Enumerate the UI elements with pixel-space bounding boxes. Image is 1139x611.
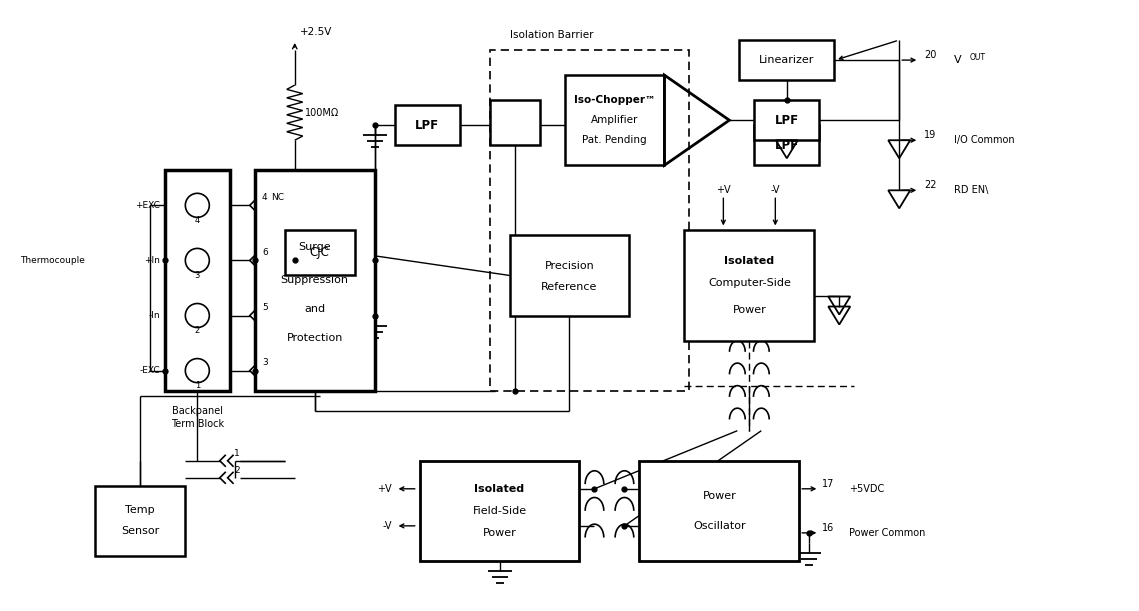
Text: Pat. Pending: Pat. Pending	[582, 135, 647, 145]
Bar	[165, 170, 230, 390]
Text: Backpanel: Backpanel	[172, 406, 223, 415]
Text: LPF: LPF	[775, 114, 798, 126]
Text: NC: NC	[271, 193, 285, 202]
Text: Amplifier: Amplifier	[591, 115, 638, 125]
Text: 1: 1	[233, 449, 239, 458]
Text: Precision: Precision	[544, 261, 595, 271]
Text: -In: -In	[148, 311, 159, 320]
Text: Computer-Side: Computer-Side	[708, 278, 790, 288]
Text: Protection: Protection	[287, 333, 343, 343]
Text: 22: 22	[924, 180, 936, 190]
Text: +V: +V	[716, 185, 731, 196]
Text: Power: Power	[483, 528, 516, 538]
Text: -V: -V	[383, 521, 392, 531]
Text: 4: 4	[195, 216, 200, 225]
Bar	[490, 50, 689, 390]
Bar	[285, 230, 354, 276]
Text: 1: 1	[195, 381, 200, 390]
Text: Reference: Reference	[541, 282, 598, 293]
Text: Surge: Surge	[298, 243, 331, 252]
Text: 5: 5	[262, 303, 268, 312]
Text: Sensor: Sensor	[121, 526, 159, 536]
Text: and: and	[304, 304, 326, 314]
Bar	[685, 230, 814, 340]
Text: CJC: CJC	[310, 246, 329, 260]
Text: I/O Common: I/O Common	[954, 135, 1015, 145]
Text: +2.5V: +2.5V	[300, 27, 333, 37]
Text: Linearizer: Linearizer	[759, 55, 814, 65]
Text: 2: 2	[195, 326, 200, 335]
Bar	[754, 100, 819, 141]
Text: 100MΩ: 100MΩ	[305, 108, 339, 118]
Text: Isolated: Isolated	[475, 484, 525, 494]
Text: Power Common: Power Common	[850, 528, 926, 538]
Bar	[639, 461, 800, 561]
Text: 20: 20	[924, 50, 936, 60]
Text: 2: 2	[233, 466, 239, 475]
Text: +EXC: +EXC	[136, 201, 159, 210]
Text: Thermocouple: Thermocouple	[21, 256, 85, 265]
Bar	[754, 125, 819, 165]
Text: 4: 4	[262, 193, 268, 202]
Bar	[490, 100, 540, 145]
Bar	[95, 486, 185, 556]
Text: 19: 19	[924, 130, 936, 140]
Text: 6: 6	[262, 248, 268, 257]
Bar	[419, 461, 580, 561]
Text: +V: +V	[377, 484, 392, 494]
Bar	[255, 170, 375, 390]
Text: 3: 3	[195, 271, 200, 280]
Text: -EXC: -EXC	[139, 366, 159, 375]
Text: Isolated: Isolated	[724, 256, 775, 266]
Text: +In: +In	[144, 256, 159, 265]
Text: Power: Power	[703, 491, 736, 501]
Bar	[739, 40, 834, 80]
Text: -V: -V	[771, 185, 780, 196]
Text: Oscillator: Oscillator	[693, 521, 746, 531]
Text: 17: 17	[822, 479, 835, 489]
Text: V: V	[954, 55, 961, 65]
Text: 3: 3	[262, 358, 268, 367]
Text: OUT: OUT	[969, 53, 985, 62]
Bar	[394, 105, 460, 145]
Text: Iso-Chopper™: Iso-Chopper™	[574, 95, 655, 105]
Text: RD EN\: RD EN\	[954, 185, 989, 196]
Text: LPF: LPF	[775, 139, 798, 152]
Text: +5VDC: +5VDC	[850, 484, 885, 494]
Text: Isolation Barrier: Isolation Barrier	[509, 30, 593, 40]
Text: Power: Power	[732, 305, 767, 315]
Text: Suppression: Suppression	[280, 276, 349, 285]
Text: Term Block: Term Block	[171, 419, 224, 429]
Text: 16: 16	[822, 523, 835, 533]
Text: Temp: Temp	[125, 505, 155, 515]
Bar	[509, 235, 630, 315]
Bar	[565, 75, 664, 165]
Text: LPF: LPF	[415, 119, 440, 132]
Text: Field‑Side: Field‑Side	[473, 506, 526, 516]
